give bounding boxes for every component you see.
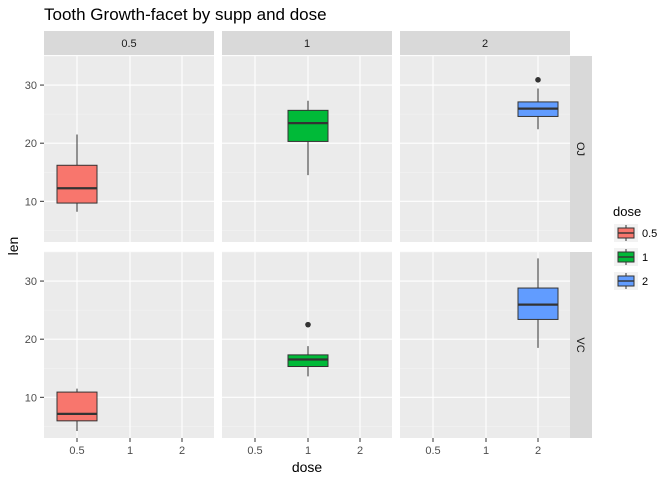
box-body	[287, 109, 329, 142]
facet-strip-col-label: 1	[304, 38, 310, 50]
y-tick-label: 10	[25, 196, 37, 208]
panel-background	[400, 56, 570, 242]
facet-strip-row-label: OJ	[574, 142, 586, 156]
box-body	[287, 354, 329, 368]
box-outlier	[535, 77, 541, 83]
y-axis-title: len	[5, 237, 21, 256]
y-tick-label: 20	[25, 334, 37, 346]
y-tick-label: 10	[25, 392, 37, 404]
panels-layer: 0.5 1 2 OJ VC 10 20 30 10 20 30 0.5 1 2 0.5 1 2 0.5 1 2	[25, 31, 592, 457]
legend-item-label: 1	[642, 252, 648, 264]
x-axis-title: dose	[292, 459, 323, 475]
panel-background	[222, 56, 392, 242]
x-tick-label: 1	[127, 445, 133, 457]
x-tick-label: 0.5	[69, 445, 84, 457]
y-tick-label: 30	[25, 80, 37, 92]
panel-background	[400, 252, 570, 438]
legend-item-label: 0.5	[642, 228, 657, 240]
facet-strip-row-label: VC	[574, 337, 586, 352]
y-tick-label: 30	[25, 276, 37, 288]
panel-background	[44, 56, 214, 242]
x-tick-label: 2	[357, 445, 363, 457]
box-body	[56, 391, 98, 422]
x-tick-label: 0.5	[425, 445, 440, 457]
facet-strip-col-label: 0.5	[121, 38, 136, 50]
box-outlier	[305, 321, 311, 328]
x-tick-label: 1	[483, 445, 489, 457]
x-tick-label: 1	[305, 445, 311, 457]
x-tick-label: 2	[179, 445, 185, 457]
panel-background	[222, 252, 392, 438]
x-tick-label: 0.5	[247, 445, 262, 457]
x-tick-label: 2	[535, 445, 541, 457]
facet-strip-row	[570, 252, 592, 438]
facet-strip-col	[222, 31, 392, 55]
legend-item-label: 2	[642, 276, 648, 288]
facet-strip-col-label: 2	[482, 38, 488, 50]
box-body	[56, 164, 98, 204]
facet-strip-col	[44, 31, 214, 55]
facet-strip-row	[570, 56, 592, 242]
facet-strip-col	[400, 31, 570, 55]
y-tick-label: 20	[25, 138, 37, 150]
legend-title: dose	[613, 204, 641, 219]
chart-title: Tooth Growth-facet by supp and dose	[44, 5, 327, 24]
